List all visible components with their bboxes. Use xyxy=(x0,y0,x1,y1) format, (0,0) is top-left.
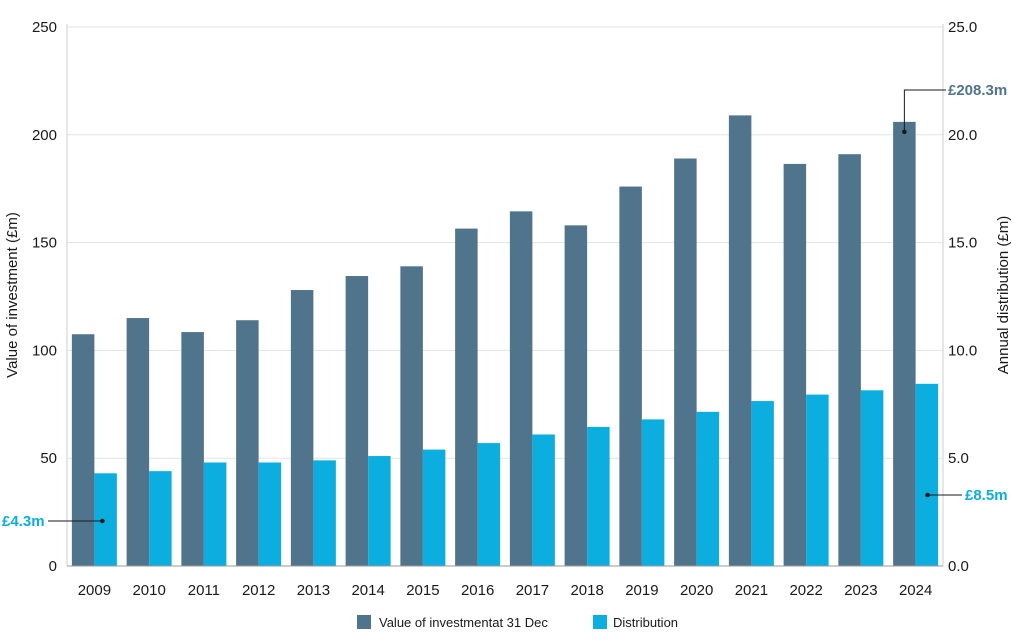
annotation-dot xyxy=(902,129,907,135)
annotation-label: £208.3m xyxy=(948,82,1007,99)
right-y-tick-label: 5.0 xyxy=(948,450,969,467)
x-tick-label: 2022 xyxy=(789,582,822,599)
legend-swatch-distribution xyxy=(593,615,607,629)
bar-value-2012 xyxy=(236,320,259,566)
bar-distribution-2012 xyxy=(258,462,282,566)
bar-distribution-2011 xyxy=(203,462,227,566)
bar-value-2013 xyxy=(290,290,314,566)
x-tick-label: 2016 xyxy=(461,582,494,599)
bar-value-2014 xyxy=(345,276,369,566)
x-tick-label: 2024 xyxy=(899,582,932,599)
bar-distribution-2016 xyxy=(477,443,501,566)
left-y-axis-title: Value of investment (£m) xyxy=(4,212,21,378)
bar-value-2023 xyxy=(838,154,861,567)
bar-distribution-2019 xyxy=(641,419,665,566)
legend: Value of investmentat 31 Dec Distributio… xyxy=(357,615,678,630)
annotation-leader xyxy=(903,89,946,132)
legend-label-value: Value of investmentat 31 Dec xyxy=(379,615,548,630)
bar-value-2024 xyxy=(893,121,916,566)
bar-distribution-2009 xyxy=(94,473,117,566)
x-tick-label: 2012 xyxy=(242,582,275,599)
x-tick-label: 2013 xyxy=(297,582,330,599)
bar-distribution-2021 xyxy=(751,401,774,566)
bar-value-2018 xyxy=(564,225,588,567)
left-y-ticks: 0 50 100 150 200 250 xyxy=(32,19,57,575)
annotation-label: £8.5m xyxy=(965,487,1008,504)
axes xyxy=(66,24,944,567)
left-y-tick-label: 250 xyxy=(32,19,57,36)
bar-distribution-2013 xyxy=(313,460,336,566)
bar-value-2016 xyxy=(455,228,478,566)
x-tick-label: 2017 xyxy=(516,582,549,599)
left-y-tick-label: 100 xyxy=(32,342,57,359)
bar-distribution-2010 xyxy=(149,471,172,566)
bar-distribution-2024 xyxy=(915,383,939,566)
annotation-label: £4.3m xyxy=(2,513,45,530)
x-tick-label: 2020 xyxy=(680,582,713,599)
right-y-axis-title: Annual distribution (£m) xyxy=(995,216,1012,374)
bar-distribution-2023 xyxy=(860,390,884,566)
left-y-tick-label: 50 xyxy=(40,450,57,467)
right-y-tick-label: 25.0 xyxy=(948,19,977,36)
legend-swatch-value xyxy=(357,615,371,629)
bar-value-2022 xyxy=(783,163,807,566)
left-y-tick-label: 150 xyxy=(32,235,57,252)
left-y-tick-label: 0 xyxy=(49,558,57,575)
bar-distribution-2014 xyxy=(368,456,391,566)
legend-label-distribution: Distribution xyxy=(613,615,678,630)
right-y-tick-label: 15.0 xyxy=(948,235,977,252)
annotation-dot xyxy=(925,492,930,498)
bar-value-2011 xyxy=(181,332,204,566)
x-tick-label: 2021 xyxy=(735,582,768,599)
annotation-dot xyxy=(100,518,105,524)
x-tick-label: 2018 xyxy=(570,582,603,599)
right-y-tick-label: 10.0 xyxy=(948,342,977,359)
x-tick-label: 2011 xyxy=(188,582,220,599)
bar-distribution-2018 xyxy=(587,426,610,566)
bar-value-2020 xyxy=(674,158,697,567)
bar-value-2017 xyxy=(509,211,533,566)
x-tick-label: 2019 xyxy=(625,582,658,599)
bar-distribution-2017 xyxy=(532,434,555,566)
x-tick-label: 2014 xyxy=(351,582,384,599)
right-y-ticks: 0.0 5.0 10.0 15.0 20.0 25.0 xyxy=(948,19,977,575)
x-tick-label: 2009 xyxy=(78,582,111,599)
bar-value-2015 xyxy=(400,266,423,566)
x-tick-label: 2023 xyxy=(844,582,877,599)
x-tick-label: 2015 xyxy=(406,582,439,599)
right-y-tick-label: 20.0 xyxy=(948,127,977,144)
bar-value-2021 xyxy=(728,115,752,567)
bars xyxy=(71,115,939,567)
left-y-tick-label: 200 xyxy=(32,127,57,144)
x-tick-label: 2010 xyxy=(132,582,165,599)
bar-distribution-2015 xyxy=(422,449,446,566)
x-ticks: 2009 2010 2011 2012 2013 2014 2015 2016 2017 2018… xyxy=(78,582,933,599)
bar-value-2010 xyxy=(126,318,150,566)
bar-value-2009 xyxy=(71,334,95,566)
bar-distribution-2020 xyxy=(696,411,720,566)
right-y-tick-label: 0.0 xyxy=(948,558,969,575)
bar-distribution-2022 xyxy=(806,394,829,566)
annotations: £208.3m £4.3m £8.5m xyxy=(2,82,1008,530)
bar-value-2019 xyxy=(619,186,642,566)
